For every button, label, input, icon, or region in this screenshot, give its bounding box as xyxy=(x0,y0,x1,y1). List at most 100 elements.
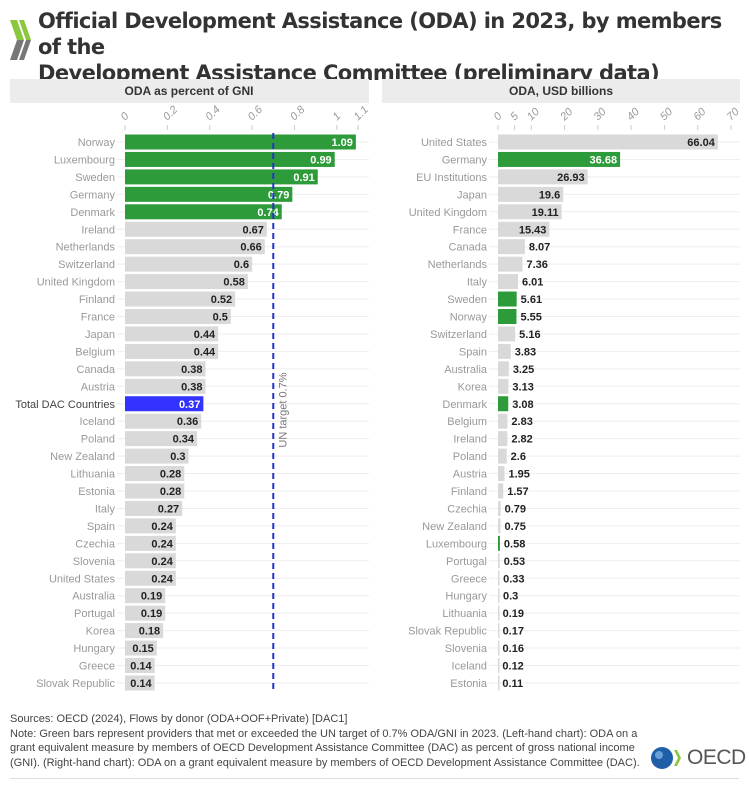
category-label: Luxembourg xyxy=(54,154,115,166)
bar xyxy=(498,274,519,290)
data-label: 6.01 xyxy=(522,277,543,289)
category-label: Netherlands xyxy=(428,259,488,271)
data-label: 0.52 xyxy=(211,294,232,306)
category-label: Lithuania xyxy=(442,608,488,620)
category-label: Slovenia xyxy=(73,556,116,568)
category-label: Switzerland xyxy=(58,259,115,271)
data-label: 0.58 xyxy=(223,277,244,289)
bar xyxy=(125,256,253,272)
bar xyxy=(498,466,505,482)
bar xyxy=(125,570,176,586)
category-label: Iceland xyxy=(452,661,487,673)
sources-text: Sources: OECD (2024), Flows by donor (OD… xyxy=(10,713,348,725)
data-label: 2.82 xyxy=(511,434,532,446)
data-label: 5.55 xyxy=(520,312,541,324)
data-label: 0.79 xyxy=(505,503,526,515)
bar xyxy=(498,675,500,691)
bar xyxy=(125,326,219,342)
category-label: France xyxy=(453,224,487,236)
category-label: France xyxy=(81,312,115,324)
bar xyxy=(125,553,176,569)
data-label: 15.43 xyxy=(519,224,547,236)
globe-icon xyxy=(651,747,681,769)
category-label: Austria xyxy=(453,469,488,481)
tick-label: 0 xyxy=(492,110,505,123)
bar xyxy=(125,413,202,429)
category-label: Korea xyxy=(458,381,488,393)
data-label: 0.67 xyxy=(242,224,263,236)
bar xyxy=(125,466,185,482)
tick-label: 60 xyxy=(691,105,709,123)
data-label: 0.16 xyxy=(503,643,524,655)
category-label: Switzerland xyxy=(430,329,487,341)
bar xyxy=(125,396,204,412)
data-label: 0.44 xyxy=(194,329,216,341)
category-label: United Kingdom xyxy=(37,277,115,289)
category-label: Estonia xyxy=(450,678,488,690)
category-label: EU Institutions xyxy=(416,172,487,184)
bar xyxy=(125,274,248,290)
bar xyxy=(125,640,157,656)
category-label: Sweden xyxy=(447,294,487,306)
data-label: 0.66 xyxy=(240,242,261,254)
data-label: 0.79 xyxy=(268,189,289,201)
category-label: Slovak Republic xyxy=(36,678,115,690)
category-label: Greece xyxy=(451,573,487,585)
category-label: Canada xyxy=(448,242,487,254)
bar xyxy=(125,309,231,324)
footer-divider xyxy=(10,778,739,779)
category-label: Canada xyxy=(76,364,115,376)
data-label: 1.57 xyxy=(507,486,528,498)
category-label: Finland xyxy=(79,294,115,306)
data-label: 3.13 xyxy=(512,381,533,393)
data-label: 0.34 xyxy=(173,434,195,446)
category-label: Japan xyxy=(457,189,487,201)
category-label: Korea xyxy=(86,626,116,638)
data-label: 0.53 xyxy=(504,556,525,568)
tick-label: 0.6 xyxy=(246,103,266,123)
data-label: 0.19 xyxy=(141,608,162,620)
bar xyxy=(125,658,155,673)
data-label: 0.3 xyxy=(170,451,185,463)
bar xyxy=(125,623,164,639)
bar xyxy=(498,413,508,429)
left-chart: 0 0.2 0.4 0.6 0.8 1 1.1 Norway 1.09 Luxembourg 0.9… xyxy=(15,103,371,691)
bar xyxy=(498,570,500,586)
oecd-chevron-icon xyxy=(10,20,31,60)
data-label: 66.04 xyxy=(687,137,715,149)
data-label: 0.24 xyxy=(151,573,173,585)
bar xyxy=(125,221,267,237)
un-target-label: UN target 0.7% xyxy=(277,372,289,447)
bar xyxy=(498,431,508,447)
data-label: 1.95 xyxy=(508,469,529,481)
charts-area: ODA as percent of GNI ODA, USD billions … xyxy=(10,79,742,691)
tick-label: 5 xyxy=(508,110,521,123)
category-label: Czechia xyxy=(447,503,488,515)
data-label: 0.58 xyxy=(504,538,525,550)
category-label: Iceland xyxy=(80,416,115,428)
bar xyxy=(498,605,500,621)
category-label: Norway xyxy=(78,137,116,149)
data-label: 8.07 xyxy=(529,242,550,254)
bar xyxy=(498,518,501,534)
category-label: Italy xyxy=(95,503,116,515)
data-label: 3.25 xyxy=(513,364,534,376)
category-label: Poland xyxy=(453,451,487,463)
category-label: Denmark xyxy=(70,207,115,219)
bar xyxy=(498,309,517,324)
data-label: 0.24 xyxy=(151,521,173,533)
category-label: Slovenia xyxy=(445,643,488,655)
data-label: 0.38 xyxy=(181,381,202,393)
category-label: Japan xyxy=(85,329,115,341)
bar xyxy=(498,658,500,673)
data-label: 36.68 xyxy=(590,154,618,166)
bar xyxy=(125,291,236,307)
oecd-logo-text: OECD xyxy=(687,746,746,769)
data-label: 0.12 xyxy=(502,661,523,673)
category-label: Italy xyxy=(467,277,488,289)
bar xyxy=(125,134,356,150)
data-label: 0.3 xyxy=(503,591,518,603)
tick-label: 40 xyxy=(625,105,643,123)
category-label: Hungary xyxy=(73,643,115,655)
category-label: New Zealand xyxy=(50,451,115,463)
